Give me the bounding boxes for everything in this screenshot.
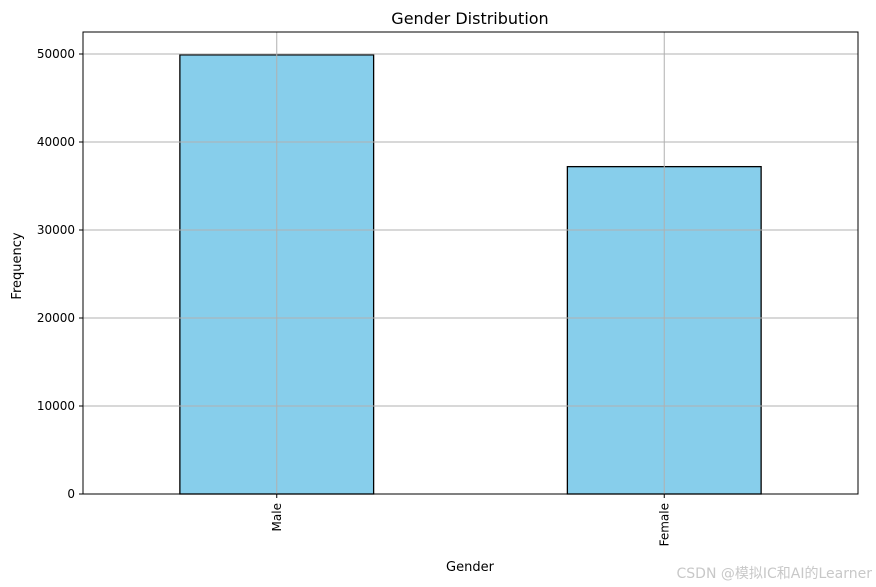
plot-frame — [82, 31, 859, 495]
y-tick-label: 0 — [67, 487, 75, 501]
y-axis-label: Frequency — [10, 232, 25, 299]
chart-title: Gender Distribution — [391, 9, 548, 28]
x-tick-label: Female — [657, 503, 671, 546]
y-tick-label: 30000 — [37, 223, 75, 237]
x-axis-label: Gender — [446, 560, 495, 575]
y-tick-label: 20000 — [37, 311, 75, 325]
x-axis-ticks: Male Female — [270, 494, 671, 546]
watermark: CSDN @模拟IC和AI的Learner — [677, 566, 873, 582]
y-tick-label: 10000 — [37, 399, 75, 413]
y-axis-ticks: 0 10000 20000 30000 40000 50000 — [37, 47, 83, 501]
bars — [179, 54, 762, 495]
y-tick-label: 50000 — [37, 47, 75, 61]
x-tick-label: Male — [270, 503, 284, 531]
y-tick-label: 40000 — [37, 135, 75, 149]
grid-lines — [83, 32, 858, 495]
